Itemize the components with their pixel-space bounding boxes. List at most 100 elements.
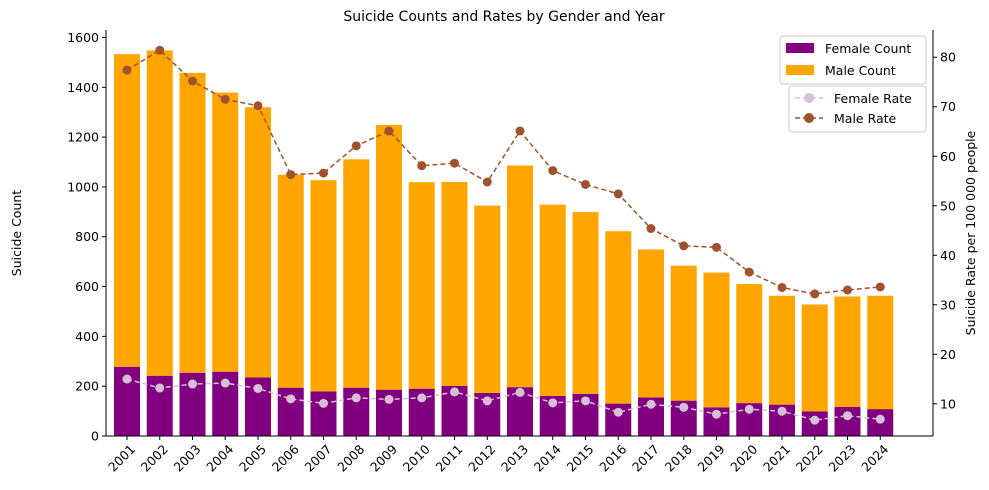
point-female-rate-2014: [548, 398, 558, 408]
legend-label-male-count: Male Count: [825, 63, 896, 78]
x-tick-label-2007: 2007: [302, 442, 335, 475]
point-female-rate-2012: [482, 396, 492, 406]
x-tick-label-2013: 2013: [498, 442, 531, 475]
x-tick-label-2002: 2002: [138, 442, 171, 475]
bar-male-2015: [572, 212, 599, 394]
bar-male-2021: [769, 295, 795, 405]
bar-male-2008: [343, 159, 370, 388]
x-tick-label-2010: 2010: [400, 441, 433, 474]
point-female-rate-2020: [744, 404, 754, 414]
point-female-rate-2013: [515, 387, 525, 397]
point-male-rate-2008: [351, 141, 361, 151]
bar-male-2009: [376, 124, 402, 390]
point-male-rate-2018: [679, 241, 689, 251]
point-male-rate-2019: [712, 242, 721, 252]
right-tick-label-10: 10: [940, 396, 956, 411]
chart-title: Suicide Counts and Rates by Gender and Y…: [343, 9, 664, 25]
x-tick-label-2008: 2008: [334, 441, 367, 474]
point-male-rate-2024: [875, 282, 885, 292]
point-male-rate-2007: [319, 168, 328, 178]
bar-male-2023: [834, 296, 861, 407]
point-female-rate-2016: [613, 407, 623, 417]
x-tick-label-2022: 2022: [793, 442, 826, 475]
point-male-rate-2013: [515, 126, 525, 136]
point-male-rate-2023: [843, 285, 852, 295]
bar-female-2007: [310, 391, 337, 436]
left-tick-label-1600: 1600: [67, 30, 99, 45]
point-female-rate-2004: [220, 378, 230, 388]
point-female-rate-2018: [679, 402, 689, 412]
point-male-rate-2002: [155, 45, 165, 55]
left-tick-label-1400: 1400: [67, 80, 99, 95]
point-female-rate-2017: [646, 399, 656, 409]
legend-marker-female-rate: [804, 93, 814, 103]
point-male-rate-2015: [581, 179, 590, 189]
female-count-bars: [114, 366, 894, 436]
x-tick-label-2015: 2015: [564, 442, 597, 475]
point-male-rate-2020: [744, 267, 754, 277]
bar-male-2001: [114, 54, 140, 367]
line-male-rate: [126, 49, 881, 295]
point-male-rate-2011: [450, 158, 459, 168]
bar-male-2012: [474, 205, 501, 393]
point-male-rate-2003: [188, 76, 197, 86]
legend-swatch-female-count: [786, 43, 814, 53]
x-tick-label-2016: 2016: [596, 441, 629, 474]
left-tick-label-1000: 1000: [67, 179, 99, 194]
legend-swatch-male-count: [786, 65, 814, 75]
right-y-axis-label: Suicide Rate per 100 000 people: [963, 130, 978, 335]
legend-bars-frame: [779, 35, 927, 85]
point-male-rate-2004: [220, 94, 230, 104]
male-count-bars: [114, 50, 894, 412]
bar-male-2024: [867, 295, 894, 410]
x-tick-label-2001: 2001: [105, 442, 138, 475]
left-tick-label-400: 400: [75, 329, 99, 344]
legend-label-male-rate: Male Rate: [834, 111, 897, 126]
x-tick-label-2018: 2018: [662, 441, 695, 474]
right-tick-label-70: 70: [940, 99, 956, 114]
rate-lines: [122, 45, 885, 425]
left-tick-label-0: 0: [91, 429, 99, 444]
x-tick-label-2024: 2024: [858, 441, 891, 474]
point-female-rate-2010: [417, 393, 427, 403]
point-male-rate-2014: [548, 166, 558, 176]
point-male-rate-2012: [482, 177, 492, 187]
right-tick-label-50: 50: [940, 198, 956, 213]
point-female-rate-2009: [384, 394, 394, 404]
point-female-rate-2022: [810, 415, 820, 425]
x-tick-label-2020: 2020: [727, 441, 760, 474]
left-y-axis-label: Suicide Count: [9, 190, 24, 276]
x-tick-label-2014: 2014: [531, 441, 564, 474]
point-female-rate-2023: [843, 411, 852, 421]
left-tick-label-200: 200: [75, 379, 99, 394]
bar-male-2019: [703, 272, 730, 408]
right-tick-label-30: 30: [940, 297, 956, 312]
point-male-rate-2016: [613, 189, 623, 199]
point-female-rate-2015: [581, 396, 590, 406]
legend-lines-frame: [788, 85, 927, 133]
point-female-rate-2011: [450, 387, 459, 397]
x-tick-label-2009: 2009: [367, 441, 400, 474]
legend-bars: Female Count Male Count: [779, 35, 927, 85]
x-tick-label-2023: 2023: [826, 442, 859, 475]
legend-label-female-rate: Female Rate: [834, 91, 912, 106]
point-female-rate-2001: [122, 374, 132, 384]
point-female-rate-2003: [188, 379, 197, 389]
point-female-rate-2008: [351, 393, 361, 403]
right-tick-label-40: 40: [940, 248, 956, 263]
point-male-rate-2022: [810, 289, 820, 299]
point-female-rate-2007: [319, 398, 328, 408]
bar-male-2020: [736, 284, 763, 404]
bar-male-2006: [277, 174, 304, 388]
bar-male-2013: [507, 165, 533, 388]
bar-male-2017: [638, 249, 664, 398]
legend-label-female-count: Female Count: [825, 41, 911, 56]
x-tick-label-2012: 2012: [465, 442, 498, 475]
x-tick-label-2019: 2019: [695, 441, 728, 474]
bar-male-2002: [146, 50, 173, 376]
x-ticks: 2001 2002 2003 2004 2005 2006 2007 2008 2009 2010…: [105, 436, 891, 475]
x-tick-label-2017: 2017: [629, 442, 662, 475]
point-female-rate-2024: [875, 414, 885, 424]
bar-male-2004: [212, 92, 239, 372]
